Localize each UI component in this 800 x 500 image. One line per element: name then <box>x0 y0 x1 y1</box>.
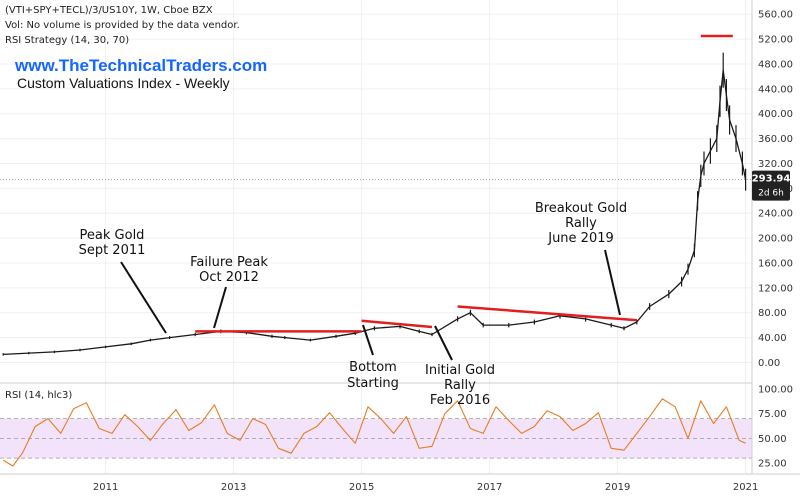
x-tick-label: 2013 <box>221 482 246 493</box>
annotation-bottom-starting-line1: Bottom <box>349 360 397 375</box>
annotation-failure-peak-line1: Failure Peak <box>190 255 268 270</box>
rsi-y-tick-label: 75.00 <box>758 409 787 420</box>
annotation-initial-gold: Initial Gold Rally Feb 2016 <box>425 325 495 408</box>
price-y-tick-label: 160.00 <box>758 258 793 269</box>
rsi-series <box>2 398 746 467</box>
price-badge-countdown: 2d 6h <box>758 189 784 199</box>
price-y-tick-label: 240.00 <box>758 209 793 220</box>
x-tick-label: 2011 <box>93 482 118 493</box>
price-badge: 293.94 2d 6h <box>752 170 791 201</box>
annotation-failure-peak: Failure Peak Oct 2012 <box>190 255 268 329</box>
annotation-bottom-starting-arrow <box>362 324 374 356</box>
volume-note: Vol: No volume is provided by the data v… <box>5 20 240 31</box>
x-tick-label: 2017 <box>477 482 502 493</box>
price-y-tick-label: 0.00 <box>758 358 780 369</box>
trendline <box>457 305 637 322</box>
price-y-tick-label: 360.00 <box>758 134 793 145</box>
price-y-tick-label: 440.00 <box>758 84 793 95</box>
x-axis: 2011 2013 2015 2017 2019 2021 <box>93 482 758 493</box>
price-y-tick-label: 400.00 <box>758 109 793 120</box>
price-y-tick-label: 40.00 <box>758 333 787 344</box>
annotation-peak-gold-line1: Peak Gold <box>80 228 145 243</box>
price-y-tick-label: 480.00 <box>758 59 793 70</box>
x-tick-label: 2021 <box>733 482 758 493</box>
indicator-line: RSI Strategy (14, 30, 70) <box>5 35 129 46</box>
annotation-bottom-starting-line2: Starting <box>347 376 399 391</box>
x-tick-label: 2019 <box>605 482 630 493</box>
symbol-line: (VTI+SPY+TECL)/3/US10Y, 1W, Cboe BZX <box>5 5 213 16</box>
annotation-breakout-gold: Breakout Gold Rally June 2019 <box>535 201 627 316</box>
annotation-peak-gold-line2: Sept 2011 <box>79 243 146 258</box>
rsi-band <box>0 418 752 459</box>
rsi-y-tick-label: 100.00 <box>758 384 793 395</box>
annotation-breakout-gold-line2: Rally <box>565 216 597 231</box>
price-y-tick-label: 200.00 <box>758 234 793 245</box>
annotation-breakout-gold-arrow <box>604 249 621 316</box>
annotation-peak-gold: Peak Gold Sept 2011 <box>79 228 167 334</box>
annotation-breakout-gold-line1: Breakout Gold <box>535 201 627 216</box>
annotation-failure-peak-line2: Oct 2012 <box>199 270 259 285</box>
price-y-tick-label: 320.00 <box>758 159 793 170</box>
rsi-y-axis: 25.00 50.00 75.00 100.00 <box>758 384 793 469</box>
chart-subtitle: Custom Valuations Index - Weekly <box>17 75 230 91</box>
price-badge-bg <box>752 170 790 201</box>
price-y-tick-label: 80.00 <box>758 308 787 319</box>
annotation-initial-gold-line2: Rally <box>444 378 476 393</box>
annotation-initial-gold-line3: Feb 2016 <box>430 393 490 408</box>
website-label: www.TheTechnicalTraders.com <box>14 56 267 75</box>
gridlines <box>0 0 752 474</box>
x-tick-label: 2015 <box>349 482 374 493</box>
annotation-breakout-gold-line3: June 2019 <box>547 231 614 246</box>
price-y-tick-label: 560.00 <box>758 10 793 21</box>
price-badge-value: 293.94 <box>752 174 791 185</box>
rsi-y-tick-label: 25.00 <box>758 459 787 470</box>
rsi-label: RSI (14, hlc3) <box>5 390 72 401</box>
trendlines <box>195 34 733 333</box>
price-y-tick-label: 120.00 <box>758 283 793 294</box>
rsi-y-tick-label: 50.00 <box>758 434 787 445</box>
annotation-bottom-starting: Bottom Starting <box>347 324 399 391</box>
price-y-tick-label: 520.00 <box>758 35 793 46</box>
trendline <box>361 319 433 329</box>
annotation-peak-gold-arrow <box>120 261 167 334</box>
annotation-failure-peak-arrow <box>213 286 227 329</box>
annotation-initial-gold-line1: Initial Gold <box>425 363 495 378</box>
annotation-initial-gold-arrow <box>434 325 453 361</box>
rsi-line <box>2 398 746 467</box>
